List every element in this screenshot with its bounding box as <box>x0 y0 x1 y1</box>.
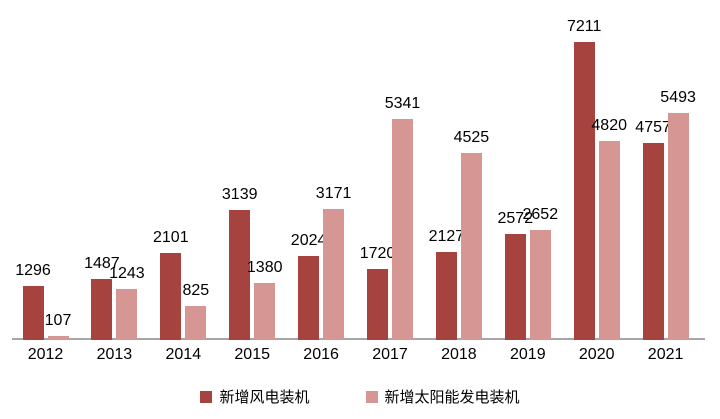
bar-新增太阳能发电装机-2018 <box>460 153 482 340</box>
bar-新增风电装机-2015 <box>229 210 251 340</box>
bar-新增太阳能发电装机-2012 <box>47 336 69 340</box>
bar-新增太阳能发电装机-2015 <box>254 283 276 340</box>
x-axis-label-2020: 2020 <box>578 346 615 363</box>
bar-新增太阳能发电装机-2013 <box>116 289 138 340</box>
legend-item-wind: 新增风电装机 <box>200 386 310 407</box>
bar-新增风电装机-2014 <box>160 253 182 340</box>
bar-value-label-新增风电装机-2014: 2101 <box>153 229 189 246</box>
plot-area: 1296 107 1487 1243 2101 825 3139 1380 2024 3171 17… <box>12 18 705 340</box>
bar-value-label-新增风电装机-2021: 4757 <box>635 119 671 136</box>
x-axis-label-2013: 2013 <box>96 346 133 363</box>
bar-新增太阳能发电装机-2016 <box>323 209 345 340</box>
bar-新增风电装机-2012 <box>22 286 44 340</box>
legend-label-wind: 新增风电装机 <box>219 389 310 406</box>
legend: 新增风电装机 新增太阳能发电装机 <box>0 386 720 407</box>
x-axis-label-2015: 2015 <box>234 346 270 363</box>
bar-value-label-新增太阳能发电装机-2016: 3171 <box>315 185 352 202</box>
x-axis-label-2018: 2018 <box>441 346 477 363</box>
bar-value-label-新增太阳能发电装机-2013: 1243 <box>109 265 145 282</box>
bar-新增风电装机-2021 <box>642 143 664 340</box>
bar-value-label-新增风电装机-2018: 2127 <box>428 228 465 245</box>
x-axis-label-2014: 2014 <box>165 346 202 363</box>
bar-value-label-新增风电装机-2013: 1487 <box>84 255 120 272</box>
legend-swatch-solar <box>365 390 378 403</box>
bar-value-label-新增风电装机-2017: 1720 <box>359 245 396 262</box>
bar-value-label-新增太阳能发电装机-2019: 2652 <box>522 206 559 223</box>
bar-新增风电装机-2013 <box>91 279 113 340</box>
bar-value-label-新增太阳能发电装机-2018: 4525 <box>453 129 490 146</box>
bar-value-label-新增太阳能发电装机-2015: 1380 <box>246 259 283 276</box>
bar-value-label-新增风电装机-2020: 7211 <box>566 18 602 35</box>
x-axis-labels: 2012 2013 2014 2015 2016 2017 2018 2019 2020 2021 <box>0 344 720 376</box>
x-axis-label-2021: 2021 <box>647 346 684 363</box>
x-axis-label-2016: 2016 <box>303 346 339 363</box>
x-axis-label-2017: 2017 <box>372 346 408 363</box>
bar-新增风电装机-2018 <box>435 252 457 340</box>
legend-label-solar: 新增太阳能发电装机 <box>384 389 520 406</box>
bar-新增风电装机-2016 <box>298 256 320 340</box>
bar-新增风电装机-2019 <box>504 234 526 340</box>
legend-item-solar: 新增太阳能发电装机 <box>365 386 520 407</box>
bar-新增太阳能发电装机-2019 <box>529 230 551 340</box>
bar-新增太阳能发电装机-2021 <box>667 113 689 340</box>
bar-value-label-新增太阳能发电装机-2012: 107 <box>44 312 72 329</box>
legend-swatch-wind <box>200 390 213 403</box>
bar-新增太阳能发电装机-2020 <box>598 141 620 340</box>
bar-value-label-新增风电装机-2015: 3139 <box>221 186 258 203</box>
bar-value-label-新增太阳能发电装机-2021: 5493 <box>660 89 696 106</box>
bar-value-label-新增风电装机-2019: 2572 <box>497 210 534 227</box>
bar-value-label-新增太阳能发电装机-2020: 4820 <box>591 117 627 134</box>
bar-新增风电装机-2020 <box>573 42 595 340</box>
x-axis-label-2019: 2019 <box>510 346 546 363</box>
x-axis-line <box>12 338 705 340</box>
bar-value-label-新增太阳能发电装机-2017: 5341 <box>384 95 421 112</box>
bar-value-label-新增风电装机-2012: 1296 <box>15 262 51 279</box>
bar-新增太阳能发电装机-2014 <box>185 306 207 340</box>
x-axis-label-2012: 2012 <box>27 346 64 363</box>
bar-新增风电装机-2017 <box>367 269 388 340</box>
bar-value-label-新增太阳能发电装机-2014: 825 <box>182 282 210 299</box>
bar-新增太阳能发电装机-2017 <box>392 119 413 340</box>
bar-value-label-新增风电装机-2016: 2024 <box>290 232 327 249</box>
